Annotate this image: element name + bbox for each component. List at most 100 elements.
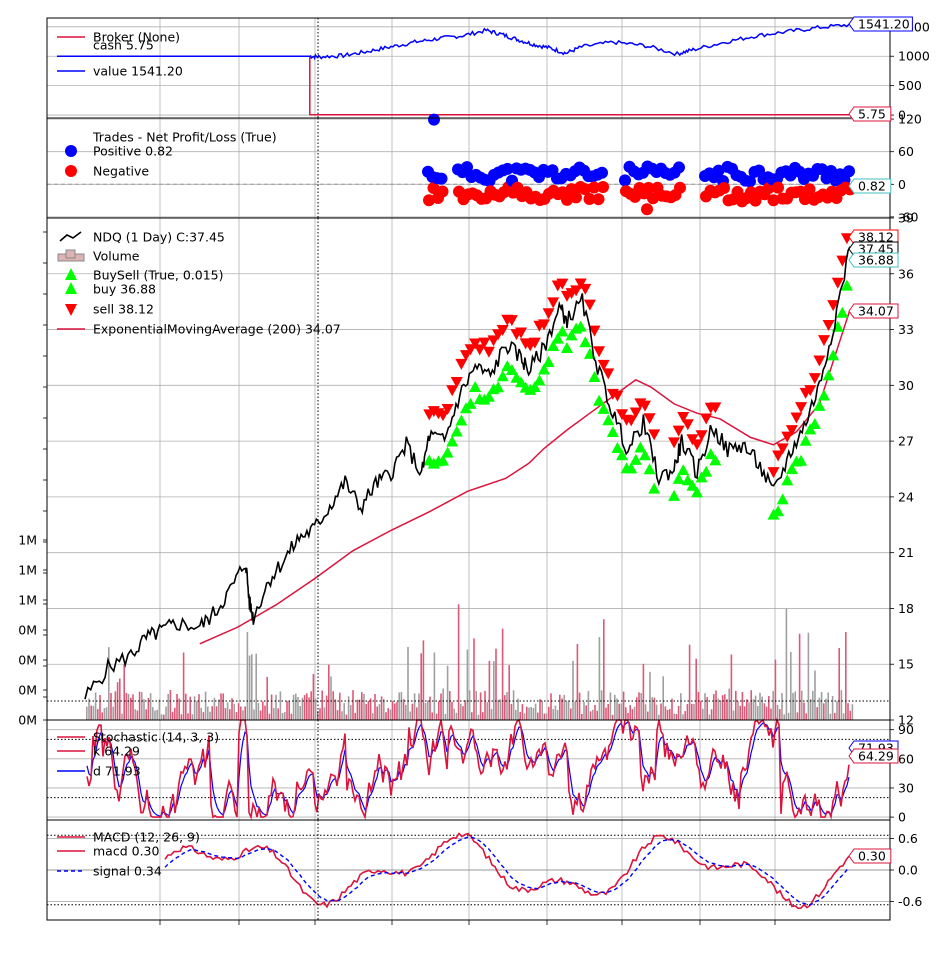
buy-marker <box>668 489 681 501</box>
volume-bar <box>176 694 178 720</box>
volume-bar <box>420 653 422 720</box>
volume-tick-label: 0M <box>18 713 37 728</box>
volume-bar <box>284 711 286 720</box>
volume-bar <box>849 710 851 720</box>
volume-bar <box>160 714 163 720</box>
buy-marker <box>704 448 717 460</box>
value-tag-label: 38.12 <box>858 230 894 245</box>
volume-bar <box>233 704 235 720</box>
buy-marker <box>634 441 647 453</box>
sell-marker <box>441 404 454 416</box>
trade-positive-dot <box>825 164 837 177</box>
volume-bar <box>440 693 442 720</box>
buy-marker <box>648 482 661 494</box>
volume-bar <box>453 708 455 720</box>
volume-bar <box>636 697 638 720</box>
volume-bar <box>442 688 444 720</box>
legend-label: signal 0.34 <box>93 864 162 879</box>
volume-bar <box>541 700 543 720</box>
volume-bar <box>264 705 266 720</box>
sell-marker <box>767 467 780 479</box>
trade-negative-dot <box>629 190 641 203</box>
volume-bar <box>369 698 372 720</box>
volume-bar <box>110 692 112 720</box>
legend-swatch <box>65 145 77 157</box>
volume-bar <box>121 713 123 720</box>
volume-bar <box>592 709 594 720</box>
volume-bar <box>244 706 246 720</box>
sell-marker <box>677 412 690 424</box>
volume-bar <box>768 696 770 720</box>
volume-bar <box>435 713 438 720</box>
volume-bar <box>391 701 394 720</box>
sell-marker <box>437 410 450 422</box>
volume-bar <box>407 646 409 720</box>
volume-bar <box>471 712 473 720</box>
trade-negative-dot <box>592 193 605 206</box>
volume-bar <box>347 696 350 720</box>
sell-marker <box>469 338 482 350</box>
volume-bar <box>585 705 587 720</box>
value-tag-box <box>848 178 892 194</box>
buy-marker <box>593 394 606 406</box>
volume-bar <box>171 711 174 720</box>
volume-bar <box>748 702 750 720</box>
buy-marker <box>817 389 830 401</box>
volume-bar <box>783 714 785 720</box>
y-tick-label: 0.0 <box>898 863 918 878</box>
volume-bar <box>666 709 669 720</box>
volume-bar <box>268 713 271 720</box>
volume-bar <box>363 693 365 720</box>
y-tick-label: 36 <box>898 266 914 281</box>
volume-bar <box>242 710 244 720</box>
volume-bar <box>405 704 407 720</box>
volume-bar <box>664 706 667 720</box>
sell-marker <box>579 283 592 295</box>
volume-bar <box>323 707 326 720</box>
volume-bar <box>257 703 260 720</box>
legend-label: NDQ (1 Day) C:37.45 <box>93 230 225 245</box>
trade-negative-dot <box>570 191 582 204</box>
volume-bar <box>152 707 154 720</box>
volume-bar <box>402 699 405 720</box>
volume-bar <box>829 713 832 720</box>
value-tag-label: 1541.20 <box>858 17 910 32</box>
y-tick-label: 1000 <box>898 49 930 64</box>
volume-bar <box>147 697 150 720</box>
volume-bar <box>596 710 598 720</box>
sell-marker <box>831 277 844 289</box>
volume-bar <box>446 665 449 720</box>
volume-bar <box>433 652 436 720</box>
volume-bar <box>88 698 90 720</box>
volume-bar <box>424 703 427 720</box>
buy-marker <box>638 449 651 461</box>
trade-negative-dot <box>731 185 744 198</box>
buy-marker <box>813 399 826 411</box>
volume-bar <box>576 643 579 720</box>
volume-bar <box>209 711 211 720</box>
volume-bar <box>739 705 741 720</box>
trade-positive-dot <box>843 165 855 178</box>
volume-bar <box>345 714 348 720</box>
volume-bar <box>671 698 673 720</box>
volume-bar <box>306 693 308 720</box>
value-tag-label: 64.29 <box>858 749 894 764</box>
buy-marker <box>464 397 477 409</box>
volume-bar <box>506 692 508 720</box>
buy-marker <box>551 332 564 344</box>
legend-swatch <box>59 231 82 242</box>
buy-marker <box>565 329 578 341</box>
volume-bar <box>330 676 332 720</box>
volume-tick-label: 1M <box>18 563 37 578</box>
volume-bar <box>163 714 165 720</box>
trade-negative-dot <box>436 185 449 198</box>
legend-label: Volume <box>93 249 140 264</box>
volume-bar <box>253 709 255 720</box>
volume-bar <box>554 705 557 720</box>
stoch-k-line <box>86 717 850 820</box>
buy-marker <box>574 320 587 332</box>
buy-marker <box>785 463 798 475</box>
volume-bar <box>735 690 737 720</box>
volume-bar <box>292 694 295 720</box>
buy-marker <box>542 355 555 367</box>
